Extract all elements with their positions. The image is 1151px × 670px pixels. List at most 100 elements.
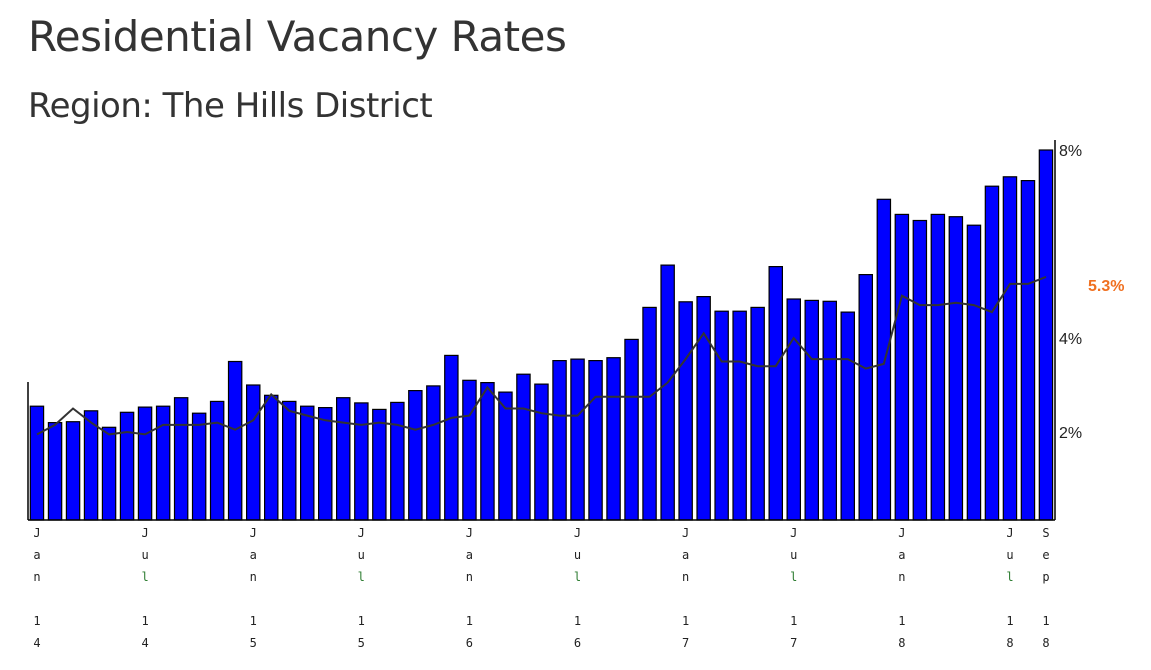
x-tick-char: 4 (141, 636, 148, 650)
y-tick-label: 2% (1059, 425, 1082, 442)
x-tick-label: Sep 1 8 (1042, 526, 1049, 650)
bar (678, 301, 693, 521)
x-tick-char: J (358, 526, 365, 540)
chart-subtitle: Region: The Hills District (28, 86, 433, 126)
x-tick-char: 5 (250, 636, 257, 650)
x-tick-char: 1 (466, 614, 473, 628)
x-tick-char: S (1042, 526, 1049, 540)
x-tick-label: Jan 1 6 (466, 526, 473, 650)
bar (660, 264, 675, 521)
x-tick-char: l (358, 570, 365, 584)
x-tick-char: 1 (898, 614, 905, 628)
bar (336, 397, 351, 521)
bar (930, 213, 946, 521)
bar (191, 412, 207, 521)
bar (101, 426, 117, 521)
bar (858, 274, 873, 521)
x-tick-char: J (33, 526, 40, 540)
x-tick-label: Jul 1 5 (358, 526, 365, 650)
bar (1038, 149, 1054, 521)
bar (642, 306, 657, 521)
x-tick-char: 5 (358, 636, 365, 650)
bar (984, 185, 1000, 521)
x-tick-char: 7 (682, 636, 689, 650)
bar (209, 400, 225, 521)
x-tick-char: n (33, 570, 40, 584)
x-tick-char: 8 (1006, 636, 1013, 650)
x-tick-char: 8 (898, 636, 905, 650)
x-tick-char: 1 (574, 614, 581, 628)
bar (318, 407, 333, 521)
x-tick-char: J (1006, 526, 1013, 540)
bar (83, 410, 99, 521)
x-tick-label: Jan 1 7 (682, 526, 689, 650)
x-tick-char: 6 (466, 636, 473, 650)
bar (390, 401, 405, 521)
bar-series (29, 149, 1054, 521)
x-tick-char: J (790, 526, 797, 540)
x-tick-char: l (1006, 570, 1013, 584)
x-tick-char: J (250, 526, 257, 540)
x-tick-char: 8 (1042, 636, 1049, 650)
bar (227, 360, 243, 521)
bar (894, 213, 910, 521)
y-axis-ticks: 2% 4% 8% (1059, 143, 1082, 442)
x-tick-char: 1 (682, 614, 689, 628)
bar (534, 383, 549, 521)
bar (552, 360, 567, 521)
x-tick-label: Jan 1 5 (250, 526, 257, 650)
bar (462, 379, 477, 521)
bar (246, 384, 261, 521)
bar (426, 385, 441, 521)
bar (137, 406, 153, 521)
bar (372, 408, 387, 521)
x-tick-char: J (466, 526, 473, 540)
bar (1020, 180, 1036, 521)
bar (1002, 176, 1018, 521)
bar (696, 296, 711, 521)
x-tick-char: n (682, 570, 689, 584)
x-tick-char: p (1042, 570, 1049, 584)
bar (282, 400, 297, 521)
x-tick-char: u (358, 548, 365, 562)
x-tick-char: 1 (141, 614, 148, 628)
x-tick-label: Jul 1 4 (141, 526, 148, 650)
x-tick-char: 4 (33, 636, 40, 650)
x-tick-char: a (898, 548, 905, 562)
x-tick-label: Jul 1 7 (790, 526, 797, 650)
x-tick-char: 1 (33, 614, 40, 628)
y-tick-label: 8% (1059, 143, 1082, 160)
bar (714, 310, 729, 521)
bar (498, 391, 513, 521)
bar (65, 421, 81, 521)
bar (624, 338, 639, 521)
bar (750, 306, 765, 521)
bar (966, 224, 982, 521)
bar (570, 358, 585, 521)
bar (822, 300, 837, 521)
bar (119, 411, 135, 521)
x-tick-char: u (141, 548, 148, 562)
x-tick-char: e (1042, 548, 1049, 562)
bar (786, 298, 801, 521)
x-tick-char: n (898, 570, 905, 584)
chart-title: Residential Vacancy Rates (28, 12, 567, 61)
bar (948, 216, 964, 521)
x-tick-char: l (790, 570, 797, 584)
x-tick-char: 1 (790, 614, 797, 628)
bar (804, 299, 819, 521)
bar (155, 405, 171, 521)
x-tick-char: 7 (790, 636, 797, 650)
x-tick-char: n (466, 570, 473, 584)
x-tick-char: 1 (250, 614, 257, 628)
bar (606, 357, 621, 521)
bar (29, 405, 45, 521)
x-tick-label: Jul 1 8 (1006, 526, 1013, 650)
bar (47, 422, 63, 521)
bar (768, 266, 783, 521)
x-tick-char: l (574, 570, 581, 584)
bar (732, 310, 747, 521)
x-tick-char: J (682, 526, 689, 540)
trend-line (36, 275, 1047, 436)
